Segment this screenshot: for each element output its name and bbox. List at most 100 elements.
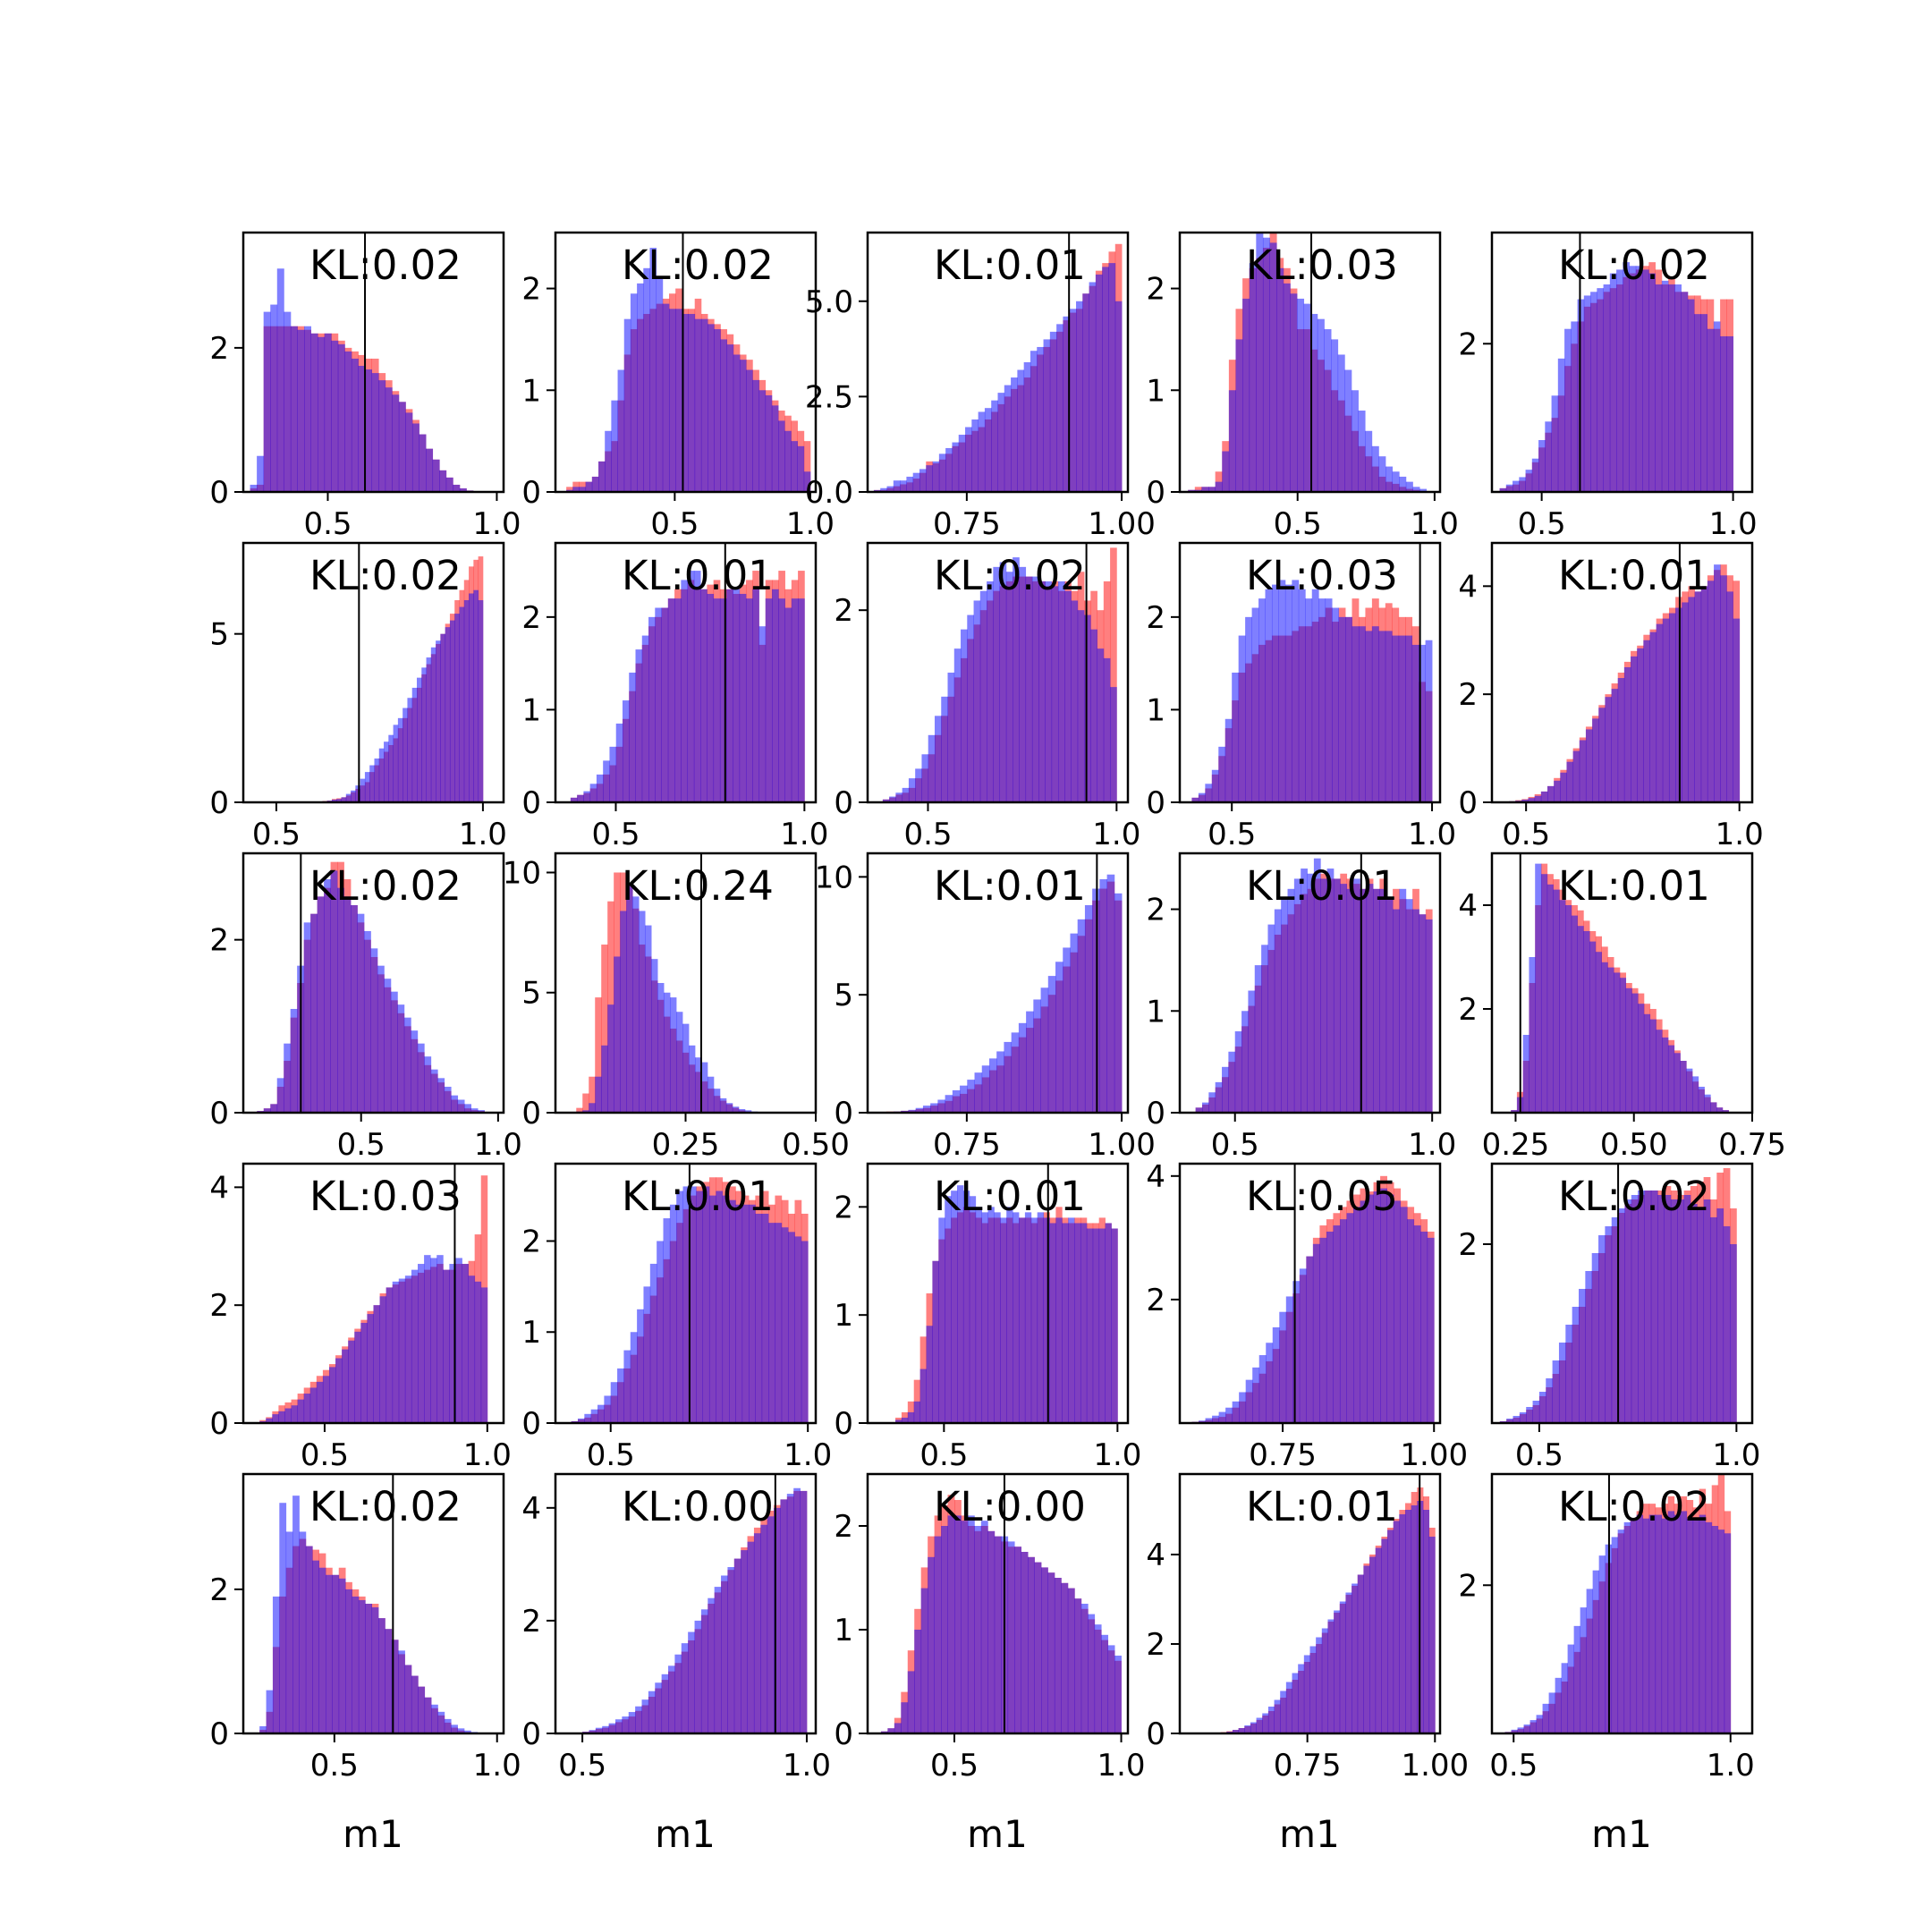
bar-blue xyxy=(577,1418,585,1423)
bar-blue xyxy=(895,1419,902,1423)
y-tick-label: 1 xyxy=(1146,692,1165,728)
bar-blue xyxy=(379,1296,387,1423)
bar-blue xyxy=(1379,888,1387,1113)
bar-blue xyxy=(988,1058,997,1113)
bar-blue xyxy=(1239,1392,1247,1423)
x-tick-label: 0.75 xyxy=(933,506,1001,542)
bar-blue xyxy=(975,1207,983,1423)
bar-blue xyxy=(583,791,591,802)
histogram-panel-18: 0.5 1.0 0 1 2 KL:0.01 xyxy=(834,1162,1141,1473)
bar-blue xyxy=(1586,1589,1594,1733)
y-tick-label: 0 xyxy=(209,1096,229,1131)
histogram-bars xyxy=(1499,1168,1737,1423)
bar-blue xyxy=(1215,1081,1223,1113)
x-tick-label: 1.0 xyxy=(784,1437,832,1473)
histogram-bars xyxy=(318,556,484,802)
x-tick-label: 1.0 xyxy=(1093,1437,1141,1473)
bar-blue xyxy=(351,358,359,492)
bar-blue xyxy=(335,1358,343,1423)
bar-blue xyxy=(713,1089,721,1113)
axes-frame xyxy=(554,541,818,804)
bar-blue xyxy=(694,1620,702,1733)
bar-blue xyxy=(1363,1565,1370,1733)
bar-red xyxy=(601,945,608,1113)
bar-blue xyxy=(1062,1223,1069,1423)
bar-blue xyxy=(1366,884,1374,1113)
bar-blue xyxy=(303,1394,311,1423)
bar-blue xyxy=(1580,1607,1588,1733)
histogram-bars xyxy=(571,1177,809,1423)
bar-blue xyxy=(1700,586,1708,802)
bar-blue xyxy=(674,1654,682,1733)
bar-blue xyxy=(1211,769,1219,802)
bar-blue xyxy=(1094,1624,1102,1733)
kl-annotation: KL:0.02 xyxy=(309,552,462,599)
bar-blue xyxy=(443,1269,450,1423)
bar-blue xyxy=(343,896,352,1113)
bar-blue xyxy=(900,480,907,492)
y-tick-label: 2 xyxy=(1146,1627,1165,1663)
kl-annotation: KL:0.02 xyxy=(309,242,462,289)
bar-blue xyxy=(987,1207,995,1423)
bar-blue xyxy=(689,1186,697,1423)
bar-blue xyxy=(1674,284,1682,492)
bar-blue xyxy=(462,1264,469,1423)
bar-blue xyxy=(880,487,887,492)
bar-blue xyxy=(1360,888,1368,1113)
bar-blue xyxy=(1026,1011,1034,1113)
bar-blue xyxy=(1068,1217,1075,1423)
bar-blue xyxy=(1195,1107,1203,1113)
bar-blue xyxy=(932,1260,939,1423)
bar-blue xyxy=(1667,1511,1675,1733)
bar-blue xyxy=(404,1275,412,1423)
bar-blue xyxy=(1522,1035,1530,1113)
kl-annotation: KL:0.02 xyxy=(309,1483,462,1530)
bar-blue xyxy=(1511,1110,1518,1113)
bar-blue xyxy=(1299,1268,1307,1423)
bar-blue xyxy=(404,1665,412,1733)
bar-blue xyxy=(1319,1237,1327,1423)
bar-blue xyxy=(1425,919,1433,1113)
bar-blue xyxy=(1056,324,1063,492)
bar-blue xyxy=(1661,1518,1669,1733)
bar-blue xyxy=(747,1541,755,1733)
bar-blue xyxy=(655,607,662,802)
bar-blue xyxy=(1405,899,1413,1113)
histogram-panel-24: 0.75 1.00 0 2 4 KL:0.01 xyxy=(1146,1472,1469,1784)
bar-blue xyxy=(309,1387,318,1423)
bar-blue xyxy=(290,326,298,492)
bar-blue xyxy=(1070,933,1079,1113)
bar-blue xyxy=(369,765,375,802)
y-tick-label: 0 xyxy=(834,1406,853,1442)
bar-blue xyxy=(1028,1556,1035,1733)
bar-blue xyxy=(1688,597,1695,802)
bar-blue xyxy=(639,911,646,1113)
bar-blue xyxy=(1378,631,1386,802)
bar-blue xyxy=(1069,309,1077,492)
bar-blue xyxy=(1720,575,1727,802)
y-tick-label: 2 xyxy=(521,1604,541,1640)
bar-blue xyxy=(1228,390,1236,492)
bar-blue xyxy=(786,1494,794,1733)
bar-blue xyxy=(1609,273,1617,492)
bar-blue xyxy=(402,708,408,802)
bar-blue xyxy=(926,1326,933,1423)
bar-blue xyxy=(1716,1107,1724,1113)
bar-blue xyxy=(767,1516,775,1733)
bar-blue xyxy=(788,1232,795,1423)
bar-blue xyxy=(398,1650,405,1733)
bar-blue xyxy=(1631,656,1638,802)
bar-blue xyxy=(1392,471,1400,492)
y-tick-label: 5 xyxy=(521,976,541,1012)
bar-blue xyxy=(1249,263,1257,492)
bar-red xyxy=(1194,487,1202,492)
bar-blue xyxy=(1394,1200,1402,1423)
bar-blue xyxy=(324,333,332,492)
bar-blue xyxy=(1419,488,1428,492)
bar-blue xyxy=(1375,1547,1382,1733)
bar-blue xyxy=(1591,1253,1599,1423)
bar-blue xyxy=(1618,1208,1625,1423)
bar-blue xyxy=(1572,1307,1580,1423)
bar-blue xyxy=(676,1191,683,1423)
bar-blue xyxy=(1411,1505,1418,1733)
